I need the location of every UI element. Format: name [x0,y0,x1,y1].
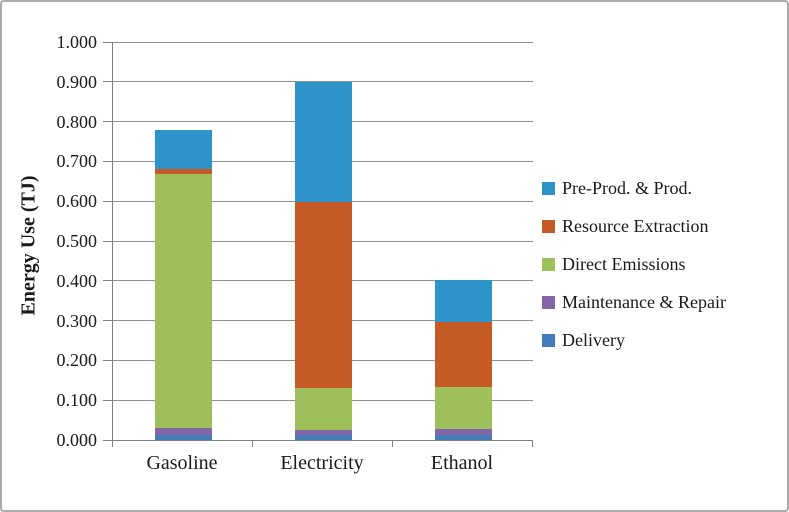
legend-swatch [542,257,555,271]
legend-swatch [542,181,555,195]
bar-segment-electricity-delivery [294,435,352,440]
bar-segment-ethanol-resource-extraction [434,321,492,388]
gridline [113,81,533,83]
y-axis-tick [103,359,112,361]
legend-item: Delivery [542,321,726,359]
y-axis-tick-label: 0.300 [56,310,98,331]
legend-item: Resource Extraction [542,207,726,245]
y-axis-tick [103,280,112,282]
legend-label: Resource Extraction [562,215,709,236]
x-category-label: Ethanol [430,452,494,474]
y-axis-tick [103,320,112,322]
y-axis-tick-label: 0.900 [56,71,98,92]
legend-label: Delivery [562,329,625,350]
y-axis-tick-label: 0.600 [56,191,98,212]
y-axis-tick-label: 0.200 [56,350,98,371]
bar-segment-ethanol-direct-emissions [434,387,492,429]
y-axis-tick [103,240,112,242]
y-axis-tick [103,439,112,441]
legend: Pre-Prod. & Prod. Resource Extraction Dire… [542,169,726,359]
legend-label: Pre-Prod. & Prod. [562,177,692,198]
x-category-label: Gasoline [146,452,218,474]
legend-label: Direct Emissions [562,253,686,274]
x-axis-tick [392,441,393,447]
y-axis-tick-label: 0.800 [56,111,98,132]
y-axis-tick [103,121,112,123]
legend-item: Pre-Prod. & Prod. [542,169,726,207]
legend-item: Direct Emissions [542,245,726,283]
bar-segment-gasoline-direct-emissions [154,174,212,429]
bar-segment-electricity-resource-extraction [294,202,352,389]
x-axis-tick [532,441,533,447]
x-axis-tick [112,441,113,447]
x-axis-tick [252,441,253,447]
bar-segment-gasoline-pre-prod-prod- [154,129,212,170]
x-category-label: Electricity [280,452,364,474]
y-axis-tick-label: 0.500 [56,231,98,251]
y-axis-tick-label: 0.100 [56,390,98,411]
y-axis-tick-label: 0.000 [56,430,98,450]
bar-segment-gasoline-resource-extraction [154,169,212,175]
y-axis-tick-label: 0.400 [56,270,98,291]
plot-area [112,41,533,441]
y-axis-tick [103,81,112,83]
y-axis-tick-label: 1.000 [56,32,98,52]
y-axis-tick [103,41,112,43]
bar-segment-electricity-maintenance-repair [294,430,352,436]
legend-label: Maintenance & Repair [562,291,726,312]
bar-segment-gasoline-delivery [154,434,212,440]
bar-segment-electricity-direct-emissions [294,388,352,431]
legend-swatch [542,219,555,233]
legend-swatch [542,333,555,347]
bar-segment-ethanol-delivery [434,435,492,440]
y-axis-tick-label: 0.700 [56,151,98,172]
legend-item: Maintenance & Repair [542,283,726,321]
y-axis-tick [103,200,112,202]
legend-swatch [542,295,555,309]
y-axis-tick [103,399,112,401]
gridline [113,41,533,43]
bar-segment-ethanol-maintenance-repair [434,428,492,436]
y-axis-tick [103,160,112,162]
bar-segment-gasoline-maintenance-repair [154,428,212,435]
bar-segment-ethanol-pre-prod-prod- [434,279,492,322]
bar-segment-electricity-pre-prod-prod- [294,81,352,203]
